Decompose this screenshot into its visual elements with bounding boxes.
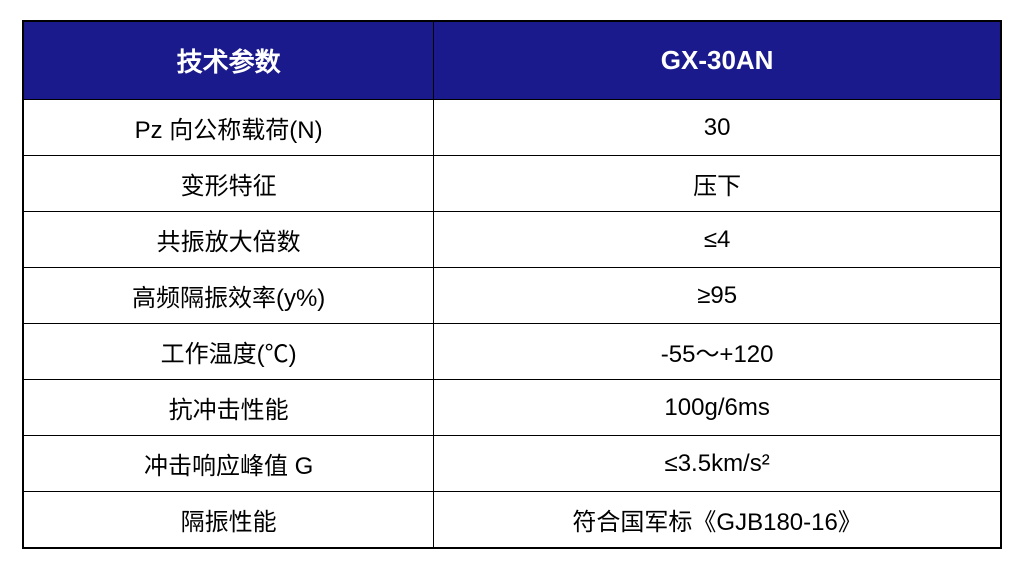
value-cell: ≤3.5km/s² bbox=[434, 436, 1001, 492]
header-model: GX-30AN bbox=[434, 21, 1001, 100]
param-cell: 隔振性能 bbox=[23, 492, 434, 549]
param-cell: 变形特征 bbox=[23, 156, 434, 212]
param-cell: 共振放大倍数 bbox=[23, 212, 434, 268]
param-cell: 冲击响应峰值 G bbox=[23, 436, 434, 492]
table-row: 抗冲击性能 100g/6ms bbox=[23, 380, 1001, 436]
value-cell: 30 bbox=[434, 100, 1001, 156]
table-row: 高频隔振效率(y%) ≥95 bbox=[23, 268, 1001, 324]
table-header-row: 技术参数 GX-30AN bbox=[23, 21, 1001, 100]
table-row: Pz 向公称载荷(N) 30 bbox=[23, 100, 1001, 156]
param-cell: 工作温度(℃) bbox=[23, 324, 434, 380]
header-param: 技术参数 bbox=[23, 21, 434, 100]
param-cell: 抗冲击性能 bbox=[23, 380, 434, 436]
value-cell: ≥95 bbox=[434, 268, 1001, 324]
value-cell: 符合国军标《GJB180-16》 bbox=[434, 492, 1001, 549]
value-cell: 100g/6ms bbox=[434, 380, 1001, 436]
table-row: 隔振性能 符合国军标《GJB180-16》 bbox=[23, 492, 1001, 549]
table-row: 冲击响应峰值 G ≤3.5km/s² bbox=[23, 436, 1001, 492]
spec-table: 技术参数 GX-30AN Pz 向公称载荷(N) 30 变形特征 压下 共振放大… bbox=[22, 20, 1002, 549]
value-cell: -55～+120 bbox=[434, 324, 1001, 380]
param-cell: Pz 向公称载荷(N) bbox=[23, 100, 434, 156]
value-cell: ≤4 bbox=[434, 212, 1001, 268]
value-cell: 压下 bbox=[434, 156, 1001, 212]
table-row: 工作温度(℃) -55～+120 bbox=[23, 324, 1001, 380]
table-row: 共振放大倍数 ≤4 bbox=[23, 212, 1001, 268]
table-row: 变形特征 压下 bbox=[23, 156, 1001, 212]
param-cell: 高频隔振效率(y%) bbox=[23, 268, 434, 324]
